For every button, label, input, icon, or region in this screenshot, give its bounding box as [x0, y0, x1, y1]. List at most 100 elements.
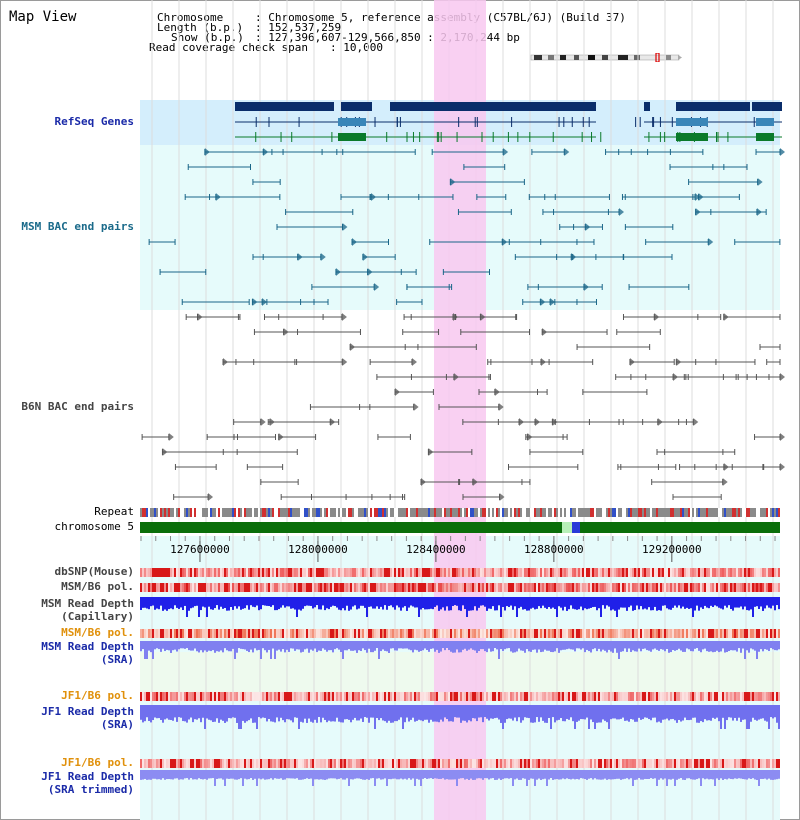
msm-sra-pol-heat-cell [408, 629, 410, 638]
track-label-msm-b6-pol-sra[interactable]: MSM/B6 pol. [61, 626, 134, 639]
jf1-depth-bar [650, 705, 652, 721]
msm-pol-heat-cell [544, 583, 546, 592]
msm-pol-heat-cell [316, 583, 318, 592]
jf1-pol2-heat-cell [328, 759, 330, 768]
track-label-refseq[interactable]: RefSeq Genes [54, 115, 134, 128]
msm-cap-depth-bar [286, 597, 288, 607]
track-label-msm-depth-sra-1[interactable]: MSM Read Depth [41, 640, 134, 653]
jf1-pol-heat-cell [420, 692, 422, 701]
msm-pol-heat-cell [492, 583, 494, 592]
track-label-dbsnp[interactable]: dbSNP(Mouse) [54, 565, 134, 578]
msm-pol-heat-cell [280, 583, 282, 592]
jf1-pol2-heat-cell [414, 759, 416, 768]
dbsnp-heat-cell [280, 568, 282, 577]
dbsnp-heat-cell [700, 568, 702, 577]
msm-sra-pol-heat-cell [158, 629, 160, 638]
msm-cap-depth-bar [702, 597, 704, 609]
jf1-depth-bar [428, 705, 430, 723]
msm-pol-heat-cell [576, 583, 578, 592]
jf1-depth-bar [716, 705, 718, 718]
track-label-b6n-bac[interactable]: B6N BAC end pairs [21, 400, 134, 413]
msm-cap-depth-bar [252, 597, 254, 607]
dbsnp-heat-cell [678, 568, 680, 577]
dbsnp-heat-cell [470, 568, 472, 577]
jf1-depth-bar [694, 705, 696, 718]
msm-sra-depth-bar [142, 641, 144, 650]
dbsnp-heat-cell [258, 568, 260, 577]
track-label-repeat[interactable]: Repeat [94, 505, 134, 518]
track-label-msm-b6-pol[interactable]: MSM/B6 pol. [61, 580, 134, 593]
msm-pol-heat-cell [514, 583, 516, 592]
jf1-pol2-heat-cell [576, 759, 578, 768]
msm-pol-heat-cell [518, 583, 520, 592]
msm-sra-depth-bar [356, 641, 358, 653]
jf1-trim-depth-bar [632, 770, 634, 786]
jf1-depth-bar [616, 705, 618, 720]
msm-sra-pol-heat-cell [420, 629, 422, 638]
track-label-msm-depth-capillary-1[interactable]: MSM Read Depth [41, 597, 134, 610]
jf1-trim-depth-bar [466, 770, 468, 779]
track-label-msm-bac[interactable]: MSM BAC end pairs [21, 220, 134, 233]
msm-cap-depth-bar [224, 597, 226, 608]
chromosome-ideogram[interactable] [530, 53, 682, 62]
msm-sra-pol-heat-cell [706, 629, 708, 638]
msm-pol-heat-cell [410, 583, 412, 592]
track-label-jf1-depth-1[interactable]: JF1 Read Depth [41, 705, 134, 718]
msm-sra-depth-bar [398, 641, 400, 649]
jf1-pol-heat-cell [484, 692, 486, 701]
jf1-trim-depth-bar [272, 770, 274, 780]
jf1-trim-depth-bar [586, 770, 588, 780]
jf1-pol2-heat-cell [632, 759, 634, 768]
track-label-jf1-b6-pol-2[interactable]: JF1/B6 pol. [61, 756, 134, 769]
dbsnp-heat-cell [616, 568, 618, 577]
msm-sra-depth-bar [488, 641, 490, 649]
msm-pol-heat-cell [436, 583, 438, 592]
msm-sra-depth-bar [202, 641, 204, 653]
msm-pol-heat-cell [674, 583, 676, 592]
jf1-trim-depth-bar [268, 770, 270, 780]
b6n-bac-arrow [499, 493, 505, 501]
msm-cap-depth-bar [668, 597, 670, 610]
b6n-bac-arrow [223, 358, 229, 366]
jf1-pol2-heat-cell [640, 759, 642, 768]
msm-sra-pol-heat-cell [682, 629, 684, 638]
dbsnp-heat-cell [386, 568, 388, 577]
jf1-pol-heat-cell [682, 692, 684, 701]
dbsnp-heat-cell [252, 568, 254, 577]
jf1-pol-heat-cell [206, 692, 208, 701]
jf1-depth-bar [628, 705, 630, 722]
jf1-pol-heat-cell [528, 692, 530, 701]
track-label-jf1-trimmed-1[interactable]: JF1 Read Depth [41, 770, 134, 783]
dbsnp-heat-cell [226, 568, 228, 577]
jf1-pol2-heat-cell [468, 759, 470, 768]
msm-pol-heat-cell [416, 583, 418, 592]
msm-sra-depth-bar [246, 641, 248, 651]
track-label-jf1-b6-pol[interactable]: JF1/B6 pol. [61, 689, 134, 702]
msm-sra-pol-heat-cell [548, 629, 550, 638]
jf1-trim-depth-bar [290, 770, 292, 779]
repeat-element [158, 508, 160, 517]
jf1-pol-heat-cell [760, 692, 762, 701]
msm-sra-depth-bar [250, 641, 252, 650]
msm-pol-heat-cell [454, 583, 456, 592]
msm-bac-arrow [252, 298, 258, 306]
dbsnp-heat-cell [498, 568, 500, 577]
jf1-depth-bar [576, 705, 578, 722]
msm-sra-pol-heat-cell [230, 629, 232, 638]
jf1-pol2-heat-cell [350, 759, 352, 768]
jf1-depth-bar [242, 705, 244, 721]
jf1-trim-depth-bar [194, 770, 196, 780]
jf1-pol2-heat-cell [430, 759, 432, 768]
track-label-chromosome[interactable]: chromosome 5 [54, 520, 134, 533]
dbsnp-heat-cell [316, 568, 318, 577]
jf1-pol2-heat-cell [218, 759, 220, 768]
msm-pol-heat-cell [388, 583, 390, 592]
jf1-depth-bar [190, 705, 192, 718]
repeat-element [192, 508, 194, 517]
dbsnp-heat-cell [506, 568, 508, 577]
msm-cap-depth-bar [754, 597, 756, 607]
msm-sra-pol-heat-cell [610, 629, 612, 638]
dbsnp-heat-cell [452, 568, 454, 577]
chromosome-bar [140, 522, 780, 533]
